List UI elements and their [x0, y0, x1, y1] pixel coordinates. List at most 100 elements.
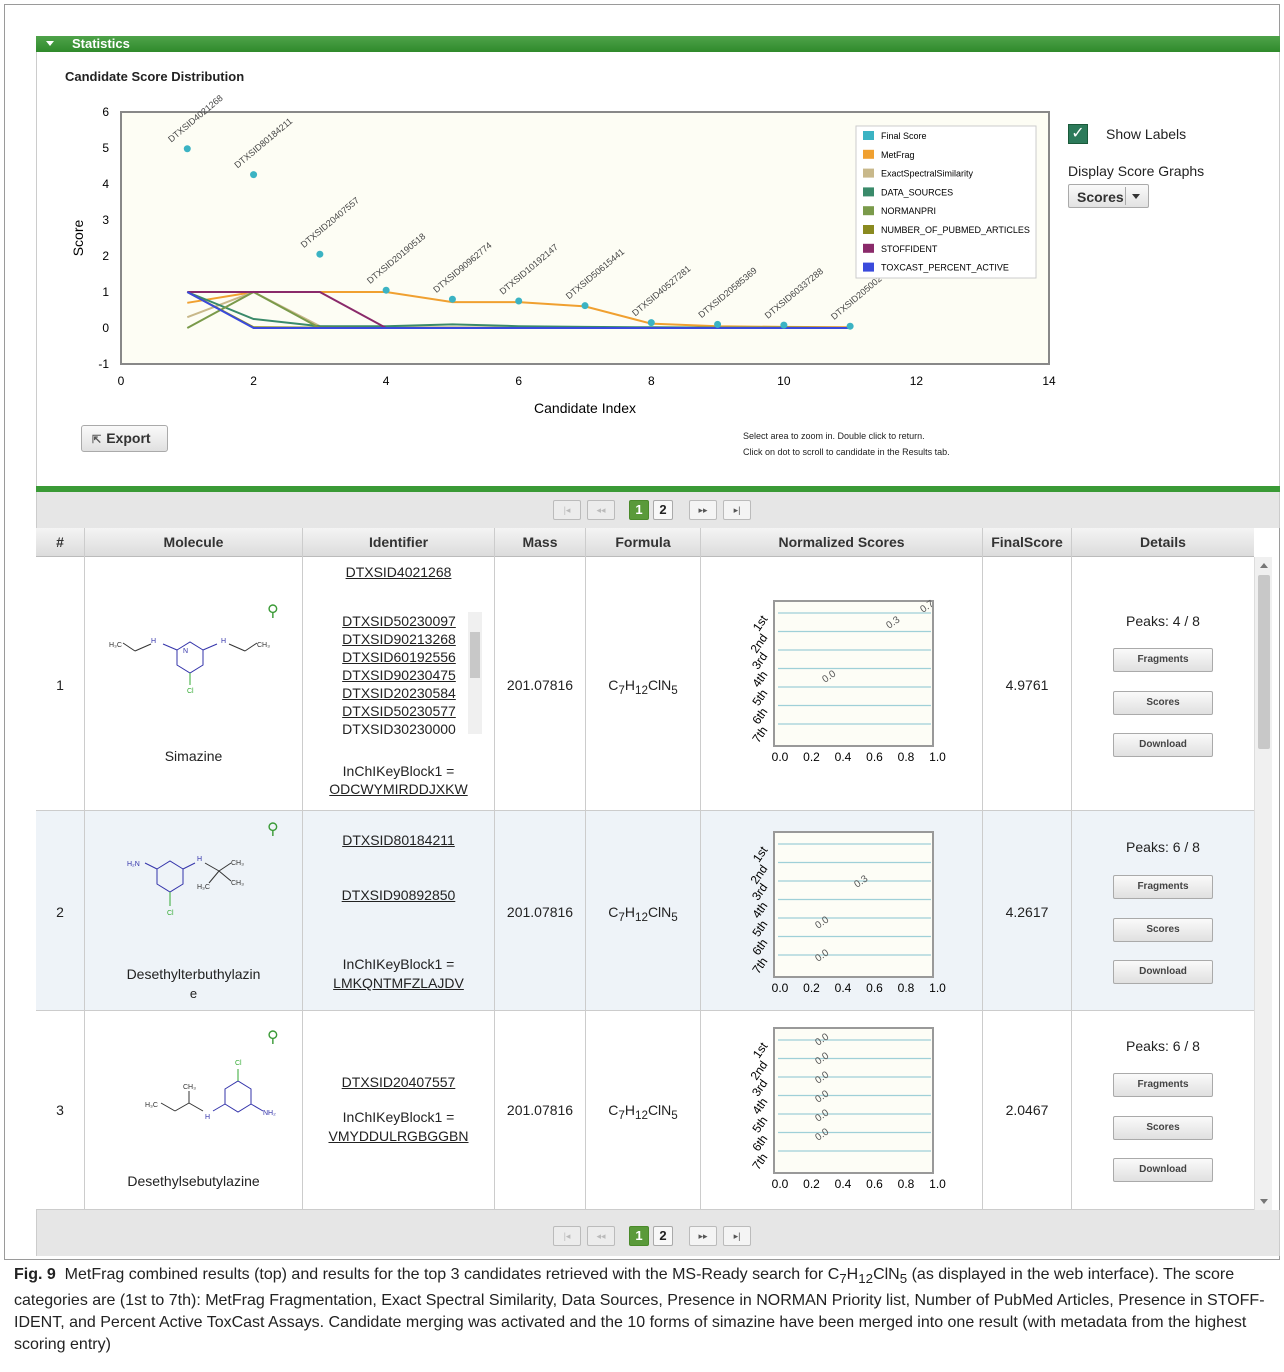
rank-tick-label: 1st: [750, 843, 771, 865]
final-score-point[interactable]: [448, 295, 456, 303]
merged-identifier-link[interactable]: DTXSID90230475: [342, 667, 456, 683]
col-index[interactable]: #: [36, 528, 85, 557]
first-page-button[interactable]: |◂: [553, 1226, 581, 1246]
legend-item[interactable]: STOFFIDENT: [881, 244, 938, 254]
col-details[interactable]: Details: [1140, 534, 1186, 550]
y-tick-label: 1: [102, 285, 109, 299]
merged-identifier-link[interactable]: DTXSID90213268: [342, 631, 456, 647]
final-score-point[interactable]: [581, 302, 589, 310]
page-2-button[interactable]: 2: [653, 500, 673, 520]
mini-x-tick: 1.0: [929, 750, 946, 764]
final-score-point[interactable]: [183, 145, 191, 153]
fragments-button[interactable]: Fragments: [1113, 1073, 1213, 1097]
click-hint: Click on dot to scroll to candidate in t…: [743, 447, 950, 457]
final-score-value: 2.0467: [1005, 1102, 1049, 1118]
first-page-button[interactable]: |◂: [553, 500, 581, 520]
col-mass[interactable]: Mass: [495, 528, 586, 557]
next-page-button[interactable]: ▸▸: [689, 500, 717, 520]
scores-button[interactable]: Scores: [1113, 1116, 1213, 1140]
page-1-button[interactable]: 1: [629, 500, 649, 520]
download-button[interactable]: Download: [1113, 960, 1213, 984]
last-page-button[interactable]: ▸|: [723, 1226, 751, 1246]
table-row[interactable]: 1 ⚲ H N H H₃C CH₃ Cl Simazine DTXSID402126…: [36, 557, 1254, 811]
merged-list-scrollbar[interactable]: [468, 612, 482, 734]
magnify-icon[interactable]: ⚲: [267, 821, 279, 838]
final-score-point[interactable]: [382, 286, 390, 294]
download-button[interactable]: Download: [1113, 1158, 1213, 1182]
legend-swatch: [863, 187, 874, 197]
scroll-up-icon[interactable]: [1260, 563, 1268, 568]
main-identifier-link[interactable]: DTXSID4021268: [345, 564, 452, 580]
scores-dropdown[interactable]: Scores: [1068, 184, 1149, 208]
chevron-down-icon: [1132, 194, 1140, 199]
merged-identifiers-list[interactable]: DTXSID50230097 DTXSID90213268 DTXSID601925…: [330, 612, 482, 734]
svg-text:H₂N: H₂N: [127, 861, 140, 868]
rank-tick-label: 5th: [749, 918, 770, 940]
scroll-down-icon[interactable]: [1260, 1199, 1268, 1204]
merged-identifier-link[interactable]: DTXSID60192556: [342, 649, 456, 665]
collapse-triangle-icon[interactable]: [46, 41, 54, 46]
legend-item[interactable]: DATA_SOURCES: [881, 187, 953, 197]
legend-item[interactable]: NORMANPRI: [881, 206, 936, 216]
merged-identifier-link[interactable]: DTXSID20230584: [342, 685, 456, 701]
formula-value: C7H12ClN5: [608, 677, 678, 697]
final-score-point[interactable]: [780, 321, 788, 329]
magnify-icon[interactable]: ⚲: [267, 603, 279, 620]
col-identifier[interactable]: Identifier: [303, 528, 495, 557]
svg-text:Cl: Cl: [187, 688, 194, 695]
main-identifier-link[interactable]: DTXSID20407557: [341, 1074, 456, 1090]
inchi-link[interactable]: ODCWYMIRDDJXKW: [329, 781, 468, 797]
scores-button[interactable]: Scores: [1113, 691, 1213, 715]
scroll-thumb[interactable]: [1258, 575, 1270, 749]
col-formula[interactable]: Formula: [586, 528, 701, 557]
table-scrollbar[interactable]: [1254, 557, 1272, 1210]
scores-button[interactable]: Scores: [1113, 918, 1213, 942]
main-identifier-link[interactable]: DTXSID80184211: [342, 832, 455, 848]
second-identifier-link[interactable]: DTXSID90892850: [341, 887, 456, 903]
col-final-score[interactable]: FinalScore: [983, 528, 1072, 557]
col-molecule[interactable]: Molecule: [85, 528, 303, 557]
y-tick-label: 5: [102, 141, 109, 155]
download-button[interactable]: Download: [1113, 733, 1213, 757]
prev-page-button[interactable]: ◂◂: [587, 1226, 615, 1246]
final-score-point[interactable]: [316, 250, 324, 258]
fragments-button[interactable]: Fragments: [1113, 648, 1213, 672]
show-labels-checkbox[interactable]: ✓: [1068, 124, 1088, 144]
page-2-button[interactable]: 2: [653, 1226, 673, 1246]
merged-identifier-link[interactable]: DTXSID50230577: [342, 703, 456, 719]
table-row[interactable]: 3 ⚲ Cl CH₃ H₃C H NH₂ Desethylsebutylazin…: [36, 1011, 1254, 1210]
inchi-link[interactable]: VMYDDULRGBGGBN: [328, 1128, 469, 1144]
page-1-button[interactable]: 1: [629, 1226, 649, 1246]
final-score-point[interactable]: [714, 320, 722, 328]
legend-item[interactable]: ExactSpectralSimilarity: [881, 169, 974, 179]
export-button[interactable]: ⇱ Export: [81, 425, 168, 452]
merged-identifier-link[interactable]: DTXSID50230097: [342, 613, 456, 629]
legend-item[interactable]: NUMBER_OF_PUBMED_ARTICLES: [881, 225, 1030, 235]
rank-tick-label: 3rd: [749, 1077, 770, 1099]
last-page-button[interactable]: ▸|: [723, 500, 751, 520]
mini-x-tick: 0.2: [803, 1177, 820, 1191]
prev-page-button[interactable]: ◂◂: [587, 500, 615, 520]
magnify-icon[interactable]: ⚲: [267, 1029, 279, 1046]
final-score-point[interactable]: [846, 322, 854, 330]
legend-item[interactable]: Final Score: [881, 131, 927, 141]
svg-text:CH₃: CH₃: [257, 642, 270, 649]
merged-identifier-link[interactable]: DTXSID30230000: [342, 721, 456, 734]
next-page-button[interactable]: ▸▸: [689, 1226, 717, 1246]
legend-item[interactable]: TOXCAST_PERCENT_ACTIVE: [881, 263, 1009, 273]
final-score-point[interactable]: [647, 319, 655, 327]
final-score-point[interactable]: [515, 297, 523, 305]
fragments-button[interactable]: Fragments: [1113, 875, 1213, 899]
col-normalized-scores[interactable]: Normalized Scores: [701, 528, 983, 557]
table-row[interactable]: 2 ⚲ H₂N H CH₃ CH₃ H₃C Cl Desethylterbuth…: [36, 811, 1254, 1011]
rank-tick-label: 4th: [749, 668, 770, 690]
legend-item[interactable]: MetFrag: [881, 150, 915, 160]
final-score-point[interactable]: [250, 171, 258, 179]
inchi-link[interactable]: LMKQNTMFZLAJDV: [333, 975, 464, 991]
rank-tick-label: 5th: [749, 687, 770, 709]
statistics-header[interactable]: Statistics: [36, 36, 1280, 52]
